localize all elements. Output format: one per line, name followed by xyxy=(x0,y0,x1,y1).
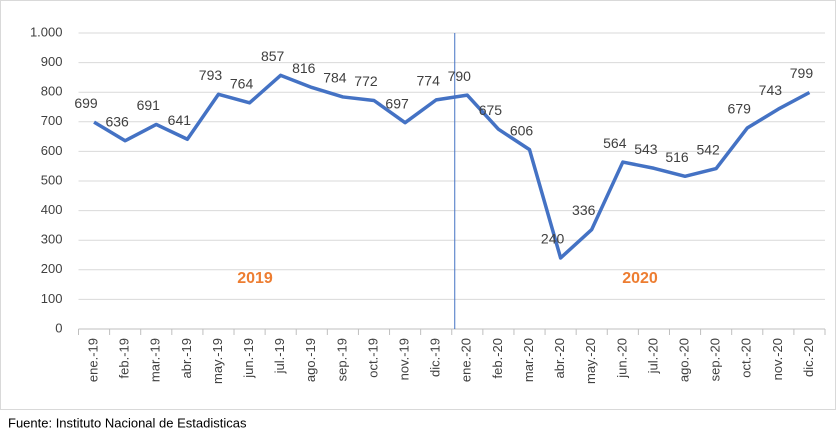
x-tick-label: may.-20 xyxy=(583,338,598,384)
annotation: 2019 xyxy=(237,270,273,287)
data-label: 772 xyxy=(354,73,378,89)
data-label: 784 xyxy=(323,70,347,86)
y-tick-label: 100 xyxy=(41,291,63,306)
x-tick-label: feb.-19 xyxy=(117,338,132,378)
x-tick-label: ago.-20 xyxy=(676,338,691,382)
data-label: 606 xyxy=(510,122,534,138)
data-label: 516 xyxy=(665,149,689,165)
data-label: 793 xyxy=(199,67,223,83)
x-tick-label: nov.-20 xyxy=(770,338,785,380)
data-label: 691 xyxy=(137,97,161,113)
data-label: 816 xyxy=(292,60,316,76)
data-label: 336 xyxy=(572,202,596,218)
data-label: 543 xyxy=(634,141,658,157)
y-tick-label: 400 xyxy=(41,202,63,217)
y-tick-label: 0 xyxy=(55,320,62,335)
x-tick-label: ago.-19 xyxy=(303,338,318,382)
data-label: 743 xyxy=(759,82,783,98)
data-label: 764 xyxy=(230,76,254,92)
x-tick-label: mar.-19 xyxy=(148,338,163,382)
x-tick-label: jun.-20 xyxy=(614,338,629,379)
x-tick-label: oct.-20 xyxy=(739,338,754,378)
x-tick-label: dic.-19 xyxy=(428,338,443,377)
line xyxy=(93,73,811,260)
x-tick-label: jul.-19 xyxy=(272,338,287,374)
x-tick-label: abr.-20 xyxy=(552,338,567,378)
x-tick-label: ene.-19 xyxy=(85,338,100,382)
data-label: 240 xyxy=(541,231,565,247)
x-tick-label: sep.-20 xyxy=(708,338,723,381)
chart-border xyxy=(0,0,836,410)
data-label: 857 xyxy=(261,48,285,64)
data-label: 799 xyxy=(790,65,814,81)
y-tick-label: 800 xyxy=(41,84,63,99)
y-tick-label: 200 xyxy=(41,261,63,276)
y-tick-label: 700 xyxy=(41,113,63,128)
y-tick-label: 500 xyxy=(41,172,63,187)
y-tick-label: 600 xyxy=(41,143,63,158)
y-tick-label: 900 xyxy=(41,54,63,69)
x-tick-label: jun.-19 xyxy=(241,338,256,379)
data-label: 774 xyxy=(417,73,441,89)
x-tick-label: feb.-20 xyxy=(490,338,505,378)
data-label: 564 xyxy=(603,135,627,151)
x-tick-label: nov.-19 xyxy=(397,338,412,380)
x-tick-label: oct.-19 xyxy=(365,338,380,378)
data-label: 641 xyxy=(168,112,192,128)
data-label: 679 xyxy=(728,101,752,117)
x-tick-label: abr.-19 xyxy=(179,338,194,378)
x-tick-label: dic.-20 xyxy=(801,338,816,377)
data-label: 790 xyxy=(448,68,472,84)
data-label: 675 xyxy=(479,102,503,118)
data-label: 542 xyxy=(696,141,720,157)
y-tick-label: 1.000 xyxy=(30,24,63,39)
data-label: 699 xyxy=(74,95,98,111)
source: Fuente: Instituto Nacional de Estadistic… xyxy=(8,415,247,430)
x-tick-label: mar.-20 xyxy=(521,338,536,382)
data-label: 636 xyxy=(105,113,129,129)
data-label: 697 xyxy=(385,95,409,111)
y-tick-label: 300 xyxy=(41,232,63,247)
x-tick-label: may.-19 xyxy=(210,338,225,384)
x-tick-label: ene.-20 xyxy=(459,338,474,382)
x-tick-label: jul.-20 xyxy=(645,338,660,374)
x-tick-label: sep.-19 xyxy=(334,338,349,381)
annotation: 2020 xyxy=(622,270,658,287)
